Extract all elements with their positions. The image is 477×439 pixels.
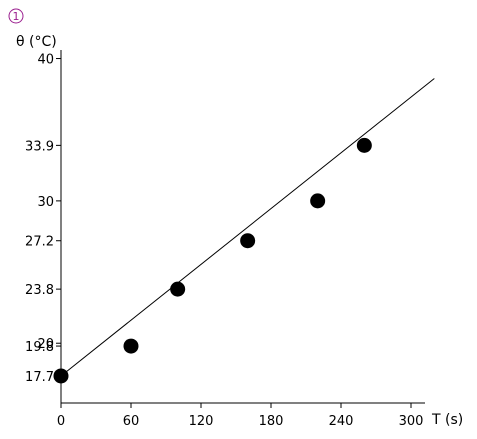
y-tick-label: 19.8 (25, 340, 54, 355)
data-point (123, 338, 139, 354)
data-point (170, 281, 186, 297)
x-tick-label: 120 (189, 414, 214, 429)
badge: 1 (8, 8, 24, 24)
x-tick-label: 240 (329, 414, 354, 429)
x-tick-label: 300 (399, 414, 424, 429)
x-axis-title: T (s) (431, 412, 463, 428)
y-tick-label: 20 (37, 337, 54, 352)
y-tick-label: 30 (37, 195, 54, 210)
y-axis-ticks: 17.7 19.820 23.8 27.2 30 33.9 40 (25, 53, 61, 385)
x-tick-label: 180 (259, 414, 284, 429)
trend-line (60, 78, 435, 377)
y-tick-label: 40 (37, 53, 54, 68)
y-tick-label: 23.8 (25, 283, 54, 298)
x-tick-label: 60 (123, 414, 140, 429)
y-tick-label: 27.2 (25, 235, 54, 250)
data-point (356, 137, 372, 153)
trend-line-group (60, 78, 435, 377)
data-point (53, 368, 69, 384)
x-tick-label: 0 (57, 414, 65, 429)
data-point (240, 233, 256, 249)
y-tick-label: 33.9 (25, 139, 54, 154)
y-tick-label: 17.7 (25, 370, 54, 385)
badge-circle (8, 8, 24, 24)
x-axis-ticks: 0 60 120 180 240 300 (57, 403, 424, 429)
data-points (53, 137, 372, 384)
data-point (310, 193, 326, 209)
y-axis-title: θ (°C) (16, 34, 57, 50)
badge-number: 1 (13, 10, 20, 23)
